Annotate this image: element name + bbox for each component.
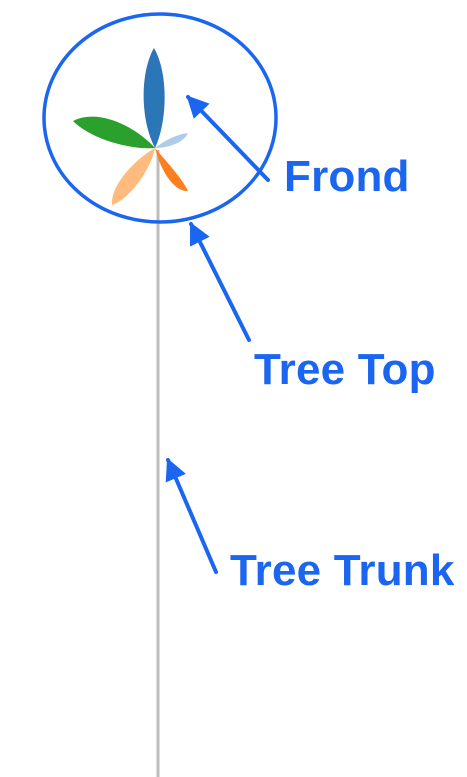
frond-peach <box>111 148 155 205</box>
frond-arrow-icon <box>186 95 270 182</box>
tree-top-circle <box>42 12 278 224</box>
frond-green <box>73 116 155 149</box>
frond-label: Frond <box>284 152 410 201</box>
tree-trunk-label: Tree Trunk <box>230 546 455 595</box>
tree-fronds <box>73 48 188 205</box>
tree-trunk-arrow-icon <box>165 457 218 574</box>
frond-light-blue <box>155 133 188 148</box>
frond-orange <box>155 148 188 192</box>
tree-top-label: Tree Top <box>254 345 436 394</box>
tree-top-arrow-icon <box>189 222 251 342</box>
frond-blue <box>143 48 165 148</box>
